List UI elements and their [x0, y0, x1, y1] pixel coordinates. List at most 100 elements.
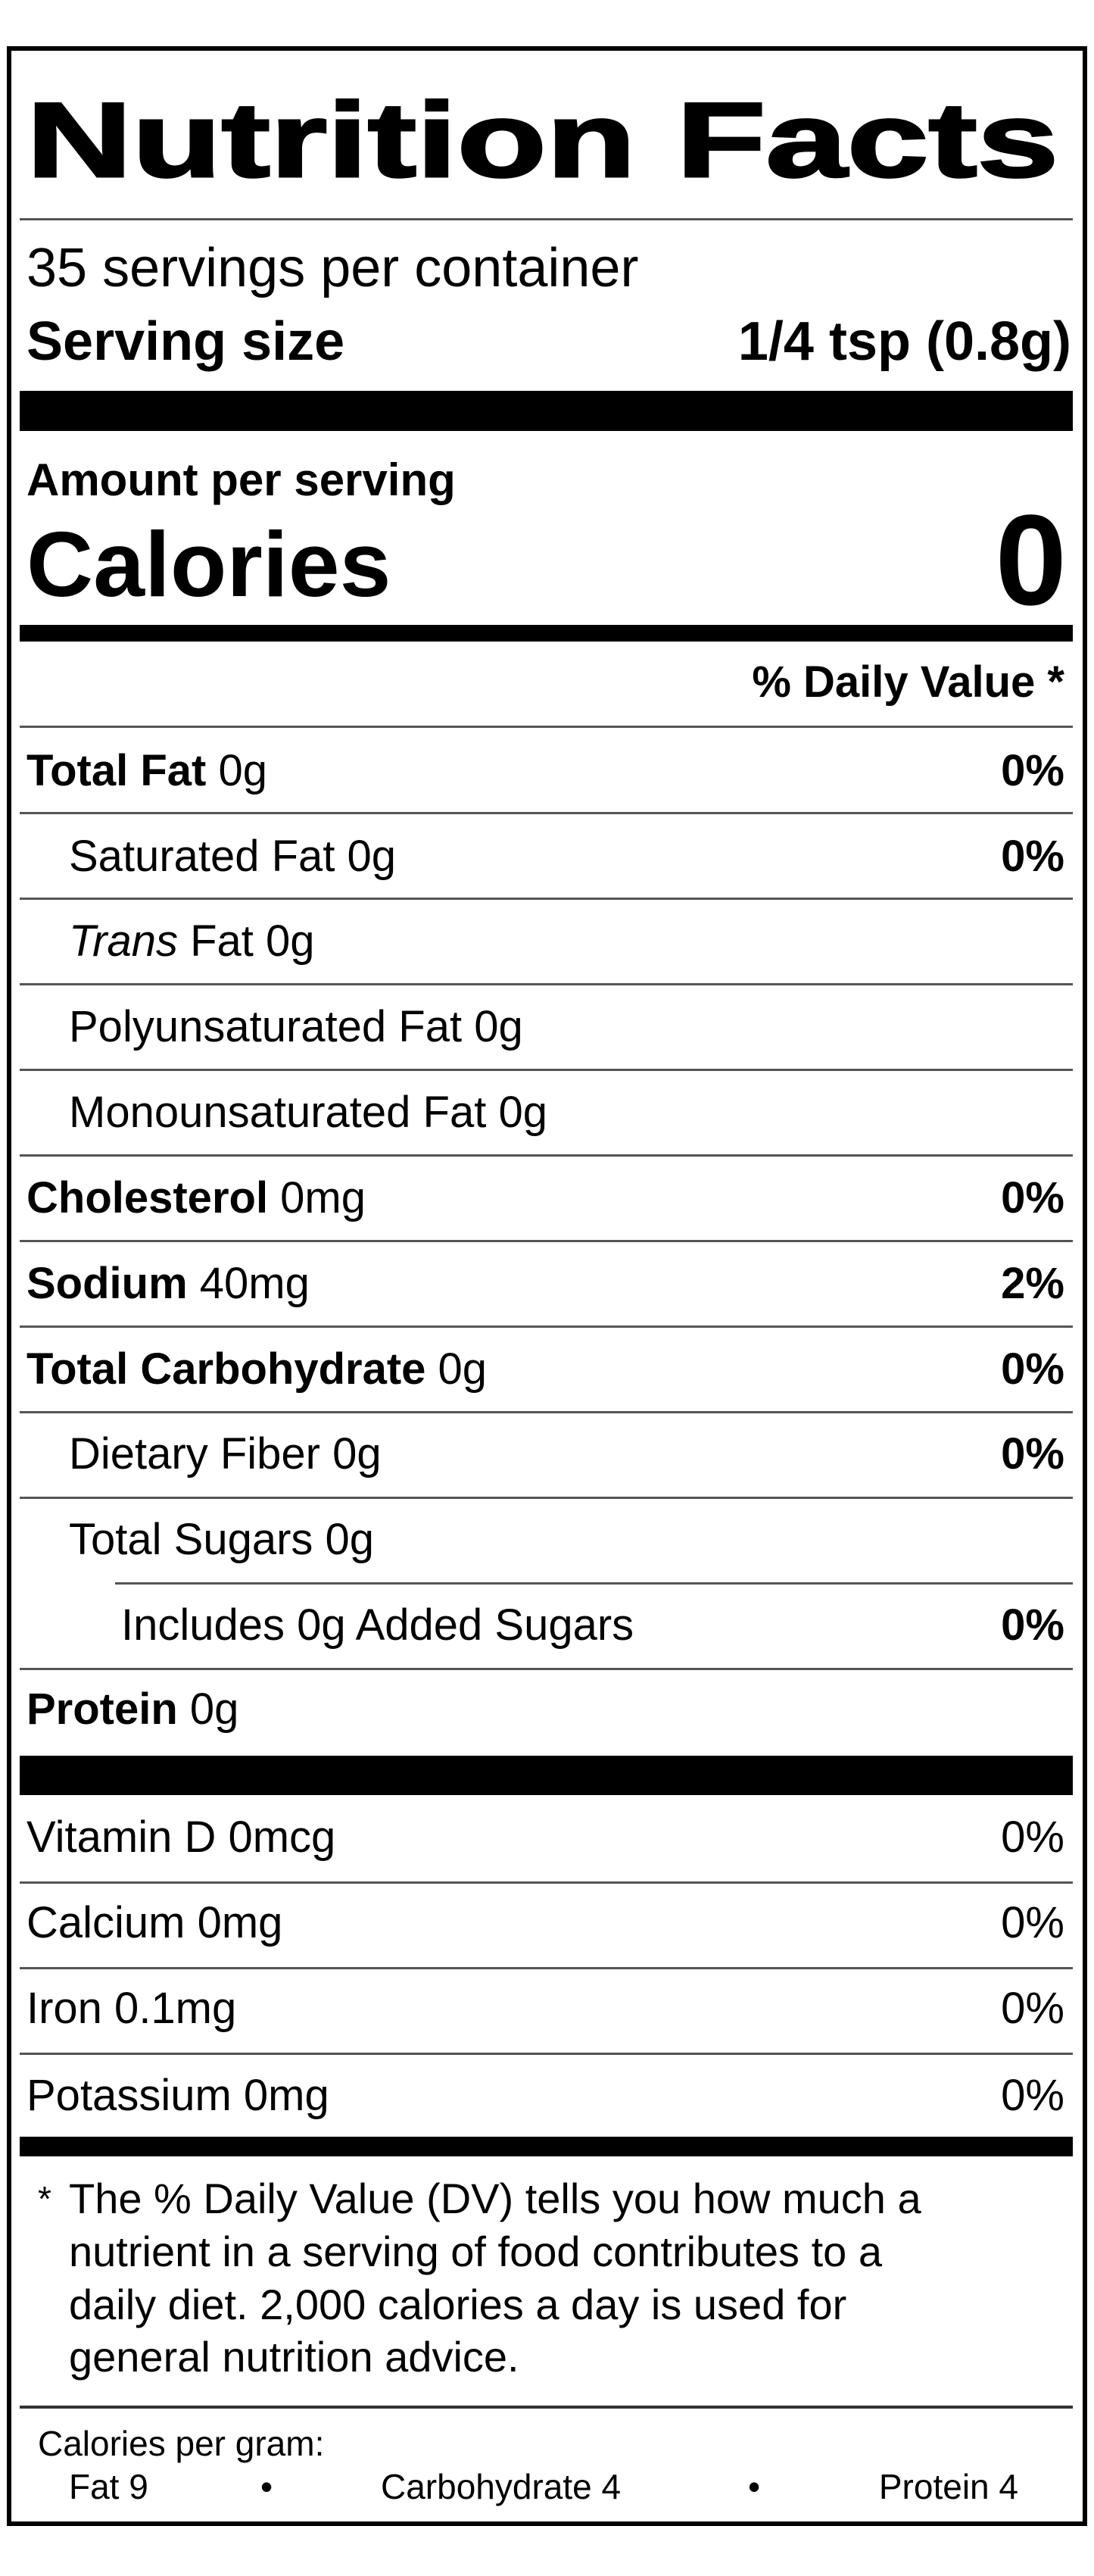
divider: [20, 2406, 1073, 2409]
fat-calories: Fat 9: [69, 2467, 148, 2506]
nutrient-name: Saturated Fat: [69, 832, 335, 881]
vitamin-label: Calcium 0mg: [26, 1898, 283, 1947]
nutrient-amount: 0g: [335, 832, 397, 881]
nutrient-name: Total Sugars: [69, 1515, 313, 1564]
nutrient-amount: 0g: [486, 1088, 547, 1137]
nutrient-label: Polyunsaturated Fat 0g: [69, 997, 523, 1057]
nutrient-amount: Fat 0g: [177, 916, 315, 966]
serving-size-label: Serving size: [26, 311, 345, 372]
nutrient-name: Cholesterol: [26, 1173, 269, 1222]
daily-value-header: % Daily Value *: [752, 657, 1064, 707]
vitamin-row: Vitamin D 0mcg 0%: [20, 1807, 1064, 1868]
divider: [20, 1240, 1073, 1242]
nutrient-label: Total Sugars 0g: [69, 1510, 374, 1570]
divider: [20, 2053, 1073, 2055]
nutrient-label: Dietary Fiber 0g: [69, 1424, 382, 1485]
nutrient-amount: 0g: [206, 746, 267, 795]
nutrient-row: Polyunsaturated Fat 0g: [20, 997, 1064, 1057]
vitamin-daily-value: 0%: [1001, 1813, 1064, 1862]
nutrient-amount: 40mg: [187, 1259, 310, 1308]
carbohydrate-calories: Carbohydrate 4: [381, 2467, 622, 2506]
nutrient-amount: 0g: [425, 1344, 488, 1394]
vitamin-row: Calcium 0mg 0%: [20, 1893, 1064, 1953]
nutrient-name: Includes 0g Added Sugars: [121, 1600, 634, 1650]
calories-per-gram-label: Calories per gram:: [38, 2424, 325, 2463]
calories-label: Calories: [26, 513, 391, 616]
nutrient-label: Includes 0g Added Sugars: [121, 1595, 634, 1656]
nutrient-row: Monounsaturated Fat 0g: [20, 1082, 1064, 1143]
nutrient-label: Sodium 40mg: [26, 1254, 310, 1314]
vitamin-label: Vitamin D 0mcg: [26, 1813, 336, 1862]
calories-value: 0: [995, 489, 1067, 632]
nutrient-daily-value: 0%: [1001, 746, 1064, 795]
vitamin-label: Potassium 0mg: [26, 2071, 329, 2120]
footnote-asterisk: *: [38, 2179, 51, 2218]
nutrient-amount: 0g: [177, 1685, 239, 1734]
amount-per-serving: Amount per serving: [26, 454, 456, 505]
divider: [20, 898, 1073, 900]
protein-calories: Protein 4: [878, 2467, 1018, 2506]
divider: [20, 1497, 1073, 1499]
vitamin-row: Iron 0.1mg 0%: [20, 1978, 1064, 2039]
nutrient-amount: 0g: [313, 1515, 375, 1564]
nutrient-name: Trans: [69, 916, 178, 966]
divider: [20, 1967, 1073, 1969]
nutrient-row: Includes 0g Added Sugars 0%: [20, 1595, 1064, 1656]
nutrient-label: Total Carbohydrate 0g: [26, 1339, 487, 1400]
nutrient-name: Protein: [26, 1685, 178, 1734]
nutrition-label: [7, 46, 1087, 2526]
divider: [20, 1325, 1073, 1328]
nutrient-daily-value: 0%: [1001, 832, 1064, 881]
divider: [20, 726, 1073, 728]
label-title: Nutrition Facts: [25, 80, 1060, 201]
nutrient-name: Dietary Fiber: [69, 1429, 320, 1478]
servings-per-container: 35 servings per container: [26, 238, 639, 298]
divider: [20, 983, 1073, 985]
nutrient-name: Monounsaturated Fat: [69, 1088, 487, 1137]
serving-size-value: 1/4 tsp (0.8g): [737, 311, 1071, 372]
divider: [20, 1154, 1073, 1157]
nutrient-daily-value: 0%: [1001, 1600, 1064, 1650]
nutrient-row: Total Sugars 0g: [20, 1510, 1064, 1570]
nutrient-label: Protein 0g: [26, 1679, 238, 1740]
footnote-line: nutrient in a serving of food contribute…: [69, 2228, 882, 2275]
nutrient-name: Polyunsaturated Fat: [69, 1002, 463, 1051]
divider: [115, 1582, 1073, 1585]
nutrient-label: Total Fat 0g: [26, 741, 267, 801]
thick-divider: [20, 1756, 1073, 1795]
nutrient-label: Monounsaturated Fat 0g: [69, 1082, 547, 1143]
nutrient-daily-value: 0%: [1001, 1429, 1064, 1478]
nutrient-row: Cholesterol 0mg 0%: [20, 1168, 1064, 1229]
nutrient-row: Saturated Fat 0g 0%: [20, 826, 1064, 887]
nutrient-amount: 0g: [319, 1429, 382, 1478]
nutrient-row: Trans Fat 0g: [20, 911, 1064, 972]
vitamin-daily-value: 0%: [1001, 1898, 1064, 1947]
nutrient-row: Total Fat 0g 0%: [20, 741, 1064, 801]
nutrient-daily-value: 0%: [1001, 1344, 1064, 1394]
nutrient-row: Protein 0g: [20, 1679, 1064, 1740]
nutrient-row: Sodium 40mg 2%: [20, 1254, 1064, 1314]
footnote-line: general nutrition advice.: [69, 2333, 519, 2381]
nutrient-amount: 0g: [462, 1002, 523, 1051]
vitamin-row: Potassium 0mg 0%: [20, 2065, 1064, 2126]
vitamin-label: Iron 0.1mg: [26, 1984, 237, 2033]
divider: [20, 812, 1073, 814]
nutrient-daily-value: 2%: [1001, 1259, 1064, 1308]
nutrient-row: Dietary Fiber 0g 0%: [20, 1424, 1064, 1485]
nutrient-label: Trans Fat 0g: [69, 911, 315, 972]
footnote-line: The % Daily Value (DV) tells you how muc…: [69, 2175, 921, 2222]
nutrient-label: Saturated Fat 0g: [69, 826, 396, 887]
nutrient-name: Total Carbohydrate: [26, 1344, 426, 1394]
thick-divider: [20, 391, 1073, 431]
medium-divider: [20, 625, 1073, 642]
divider: [20, 1411, 1073, 1413]
nutrient-name: Sodium: [26, 1259, 188, 1308]
divider: [20, 1881, 1073, 1884]
vitamin-daily-value: 0%: [1001, 1984, 1064, 2033]
nutrient-row: Total Carbohydrate 0g 0%: [20, 1339, 1064, 1400]
nutrient-daily-value: 0%: [1001, 1173, 1064, 1222]
nutrient-name: Total Fat: [26, 746, 207, 795]
divider: [20, 1069, 1073, 1071]
divider: [20, 218, 1073, 220]
separator-bullet: •: [260, 2467, 273, 2506]
